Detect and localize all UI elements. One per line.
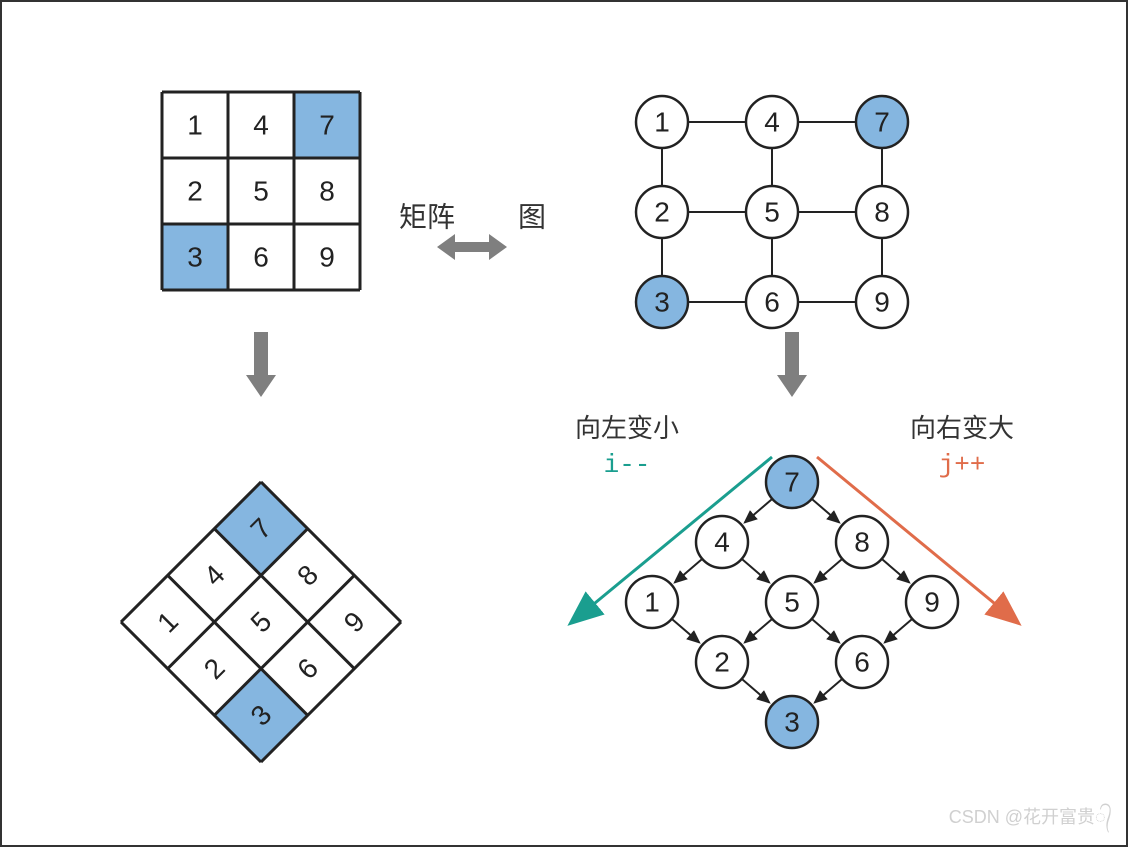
matrix-label: 矩阵 — [399, 202, 455, 233]
double-arrow-icon — [437, 234, 507, 260]
svg-text:1: 1 — [187, 110, 203, 141]
svg-text:9: 9 — [319, 242, 335, 273]
svg-text:2: 2 — [714, 647, 730, 678]
left-code: i-- — [604, 450, 651, 480]
down-arrow-icon — [777, 332, 807, 397]
left-annotation: 向左变小 — [575, 413, 679, 443]
svg-text:4: 4 — [253, 110, 269, 141]
right-annotation: 向右变大 — [910, 413, 1014, 443]
svg-text:7: 7 — [319, 110, 335, 141]
svg-text:5: 5 — [253, 176, 269, 207]
svg-text:4: 4 — [764, 107, 780, 138]
matrix: 1 4 7 2 5 8 3 6 9 — [162, 92, 360, 290]
graph-label: 图 — [518, 202, 546, 233]
svg-text:2: 2 — [654, 197, 670, 228]
graph-grid: 1 4 7 2 5 8 3 6 9 — [636, 96, 908, 328]
down-arrow-icon — [246, 332, 276, 397]
svg-text:3: 3 — [654, 287, 670, 318]
diagram-frame: { "canvas":{"width":1128,"height":847}, … — [0, 0, 1128, 847]
svg-text:8: 8 — [319, 176, 335, 207]
svg-text:3: 3 — [187, 242, 203, 273]
watermark: CSDN @花开富贵᭄ — [949, 803, 1112, 837]
rotated-matrix: 147258369 — [121, 482, 401, 762]
svg-text:7: 7 — [784, 467, 800, 498]
svg-text:4: 4 — [714, 527, 730, 558]
svg-text:5: 5 — [784, 587, 800, 618]
svg-text:3: 3 — [784, 707, 800, 738]
svg-text:9: 9 — [874, 287, 890, 318]
svg-text:1: 1 — [644, 587, 660, 618]
svg-text:6: 6 — [854, 647, 870, 678]
svg-text:1: 1 — [654, 107, 670, 138]
svg-text:2: 2 — [187, 176, 203, 207]
svg-text:7: 7 — [874, 107, 890, 138]
svg-text:6: 6 — [253, 242, 269, 273]
tree-graph: 7 4 8 1 5 9 2 6 3 — [626, 456, 958, 748]
svg-text:6: 6 — [764, 287, 780, 318]
svg-text:8: 8 — [874, 197, 890, 228]
svg-text:9: 9 — [924, 587, 940, 618]
svg-text:8: 8 — [854, 527, 870, 558]
main-svg: 147258369 147258369 147258369 748159263 … — [2, 2, 1128, 849]
svg-text:5: 5 — [764, 197, 780, 228]
right-code: j++ — [939, 450, 986, 480]
